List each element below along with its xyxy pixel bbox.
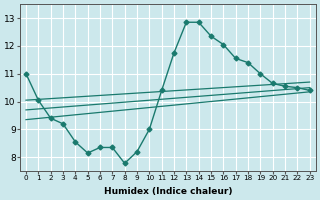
- X-axis label: Humidex (Indice chaleur): Humidex (Indice chaleur): [104, 187, 232, 196]
